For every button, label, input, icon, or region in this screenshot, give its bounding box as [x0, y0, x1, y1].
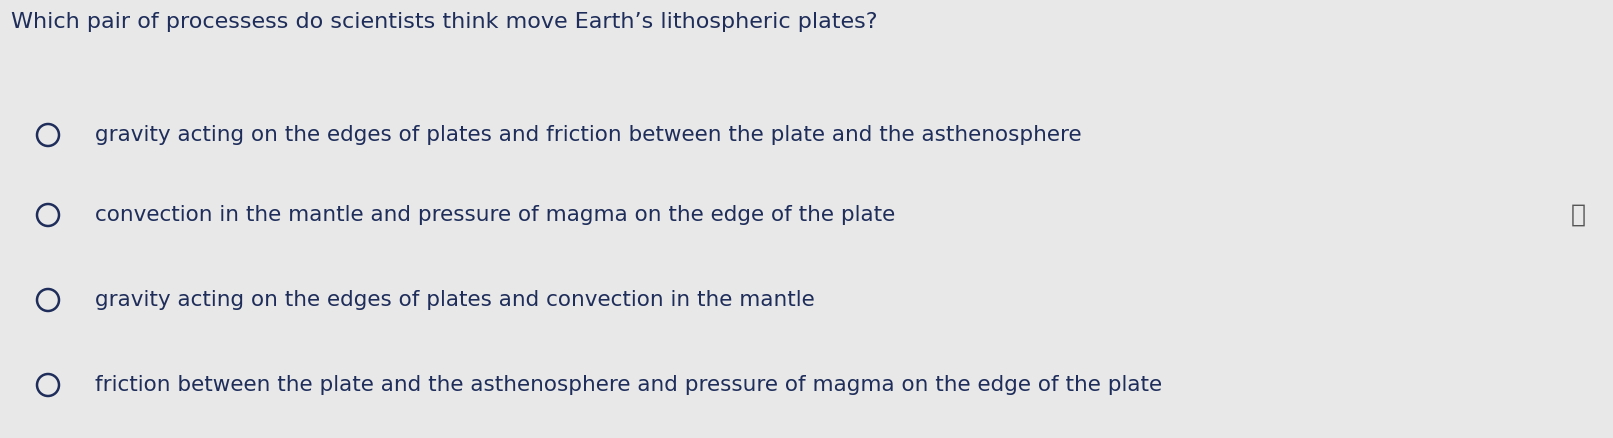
Text: gravity acting on the edges of plates and convection in the mantle: gravity acting on the edges of plates an… [95, 290, 815, 310]
Text: friction between the plate and the asthenosphere and pressure of magma on the ed: friction between the plate and the asthe… [95, 375, 1161, 395]
Text: 👍: 👍 [1571, 203, 1586, 227]
Text: convection in the mantle and pressure of magma on the edge of the plate: convection in the mantle and pressure of… [95, 205, 895, 225]
Text: gravity acting on the edges of plates and friction between the plate and the ast: gravity acting on the edges of plates an… [95, 125, 1082, 145]
Text: Which pair of processess do scientists think move Earth’s lithospheric plates?: Which pair of processess do scientists t… [11, 12, 877, 32]
